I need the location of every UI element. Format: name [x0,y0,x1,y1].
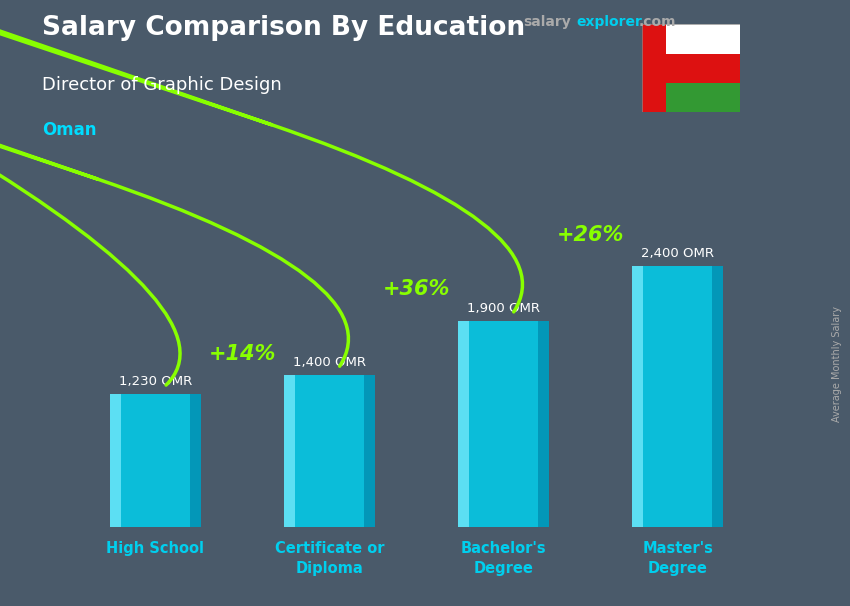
FancyBboxPatch shape [458,321,549,527]
Bar [666,24,740,54]
Text: Oman: Oman [42,121,97,139]
Text: Director of Graphic Design: Director of Graphic Design [42,76,282,94]
FancyBboxPatch shape [364,375,375,527]
Text: 1,230 OMR: 1,230 OMR [119,375,192,388]
Text: salary: salary [523,15,570,29]
FancyBboxPatch shape [284,375,295,527]
FancyBboxPatch shape [190,393,201,527]
FancyBboxPatch shape [458,321,469,527]
Text: 2,400 OMR: 2,400 OMR [641,247,714,261]
Text: +14%: +14% [209,344,276,364]
Bar [666,54,740,82]
FancyBboxPatch shape [632,267,722,527]
FancyBboxPatch shape [712,267,722,527]
Text: 1,400 OMR: 1,400 OMR [293,356,366,369]
FancyBboxPatch shape [538,321,549,527]
Text: +36%: +36% [382,279,450,299]
Text: 1,900 OMR: 1,900 OMR [467,302,540,315]
Text: Salary Comparison By Education: Salary Comparison By Education [42,15,525,41]
Bar [666,82,740,112]
FancyBboxPatch shape [110,393,121,527]
FancyBboxPatch shape [632,267,643,527]
FancyBboxPatch shape [110,393,201,527]
Text: Average Monthly Salary: Average Monthly Salary [832,305,842,422]
FancyBboxPatch shape [284,375,375,527]
Text: explorer: explorer [576,15,642,29]
Text: +26%: +26% [557,225,624,245]
Bar [642,24,666,112]
Text: .com: .com [638,15,676,29]
